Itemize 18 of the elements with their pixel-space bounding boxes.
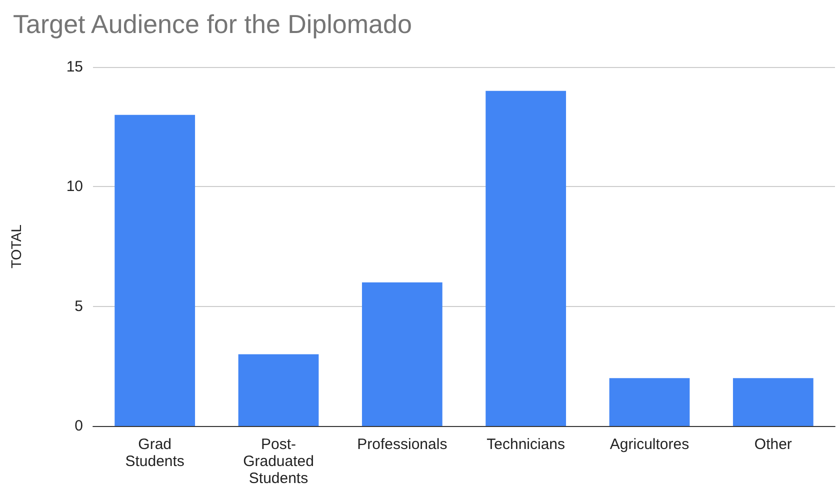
y-tick-label: 0 [74, 418, 83, 434]
x-tick-label: Other [754, 436, 792, 453]
x-tick-label: Agricultores [610, 436, 690, 453]
bar [362, 282, 442, 426]
chart-title: Target Audience for the Diplomado [13, 9, 412, 39]
x-tick-label: Technicians [486, 436, 566, 453]
bar [238, 354, 319, 426]
bar [486, 90, 566, 426]
y-axis-title: TOTAL [8, 224, 24, 268]
bar [609, 378, 690, 426]
bar [114, 114, 196, 426]
y-tick-label: 15 [66, 58, 83, 76]
y-tick-label: 5 [74, 298, 83, 315]
y-tick-label: 10 [66, 178, 83, 196]
x-tick-label: Post-Graduated Students [243, 436, 314, 487]
x-tick-label: Grad Students [125, 436, 184, 470]
x-tick-label: Professionals [357, 436, 448, 453]
bar [732, 378, 814, 426]
